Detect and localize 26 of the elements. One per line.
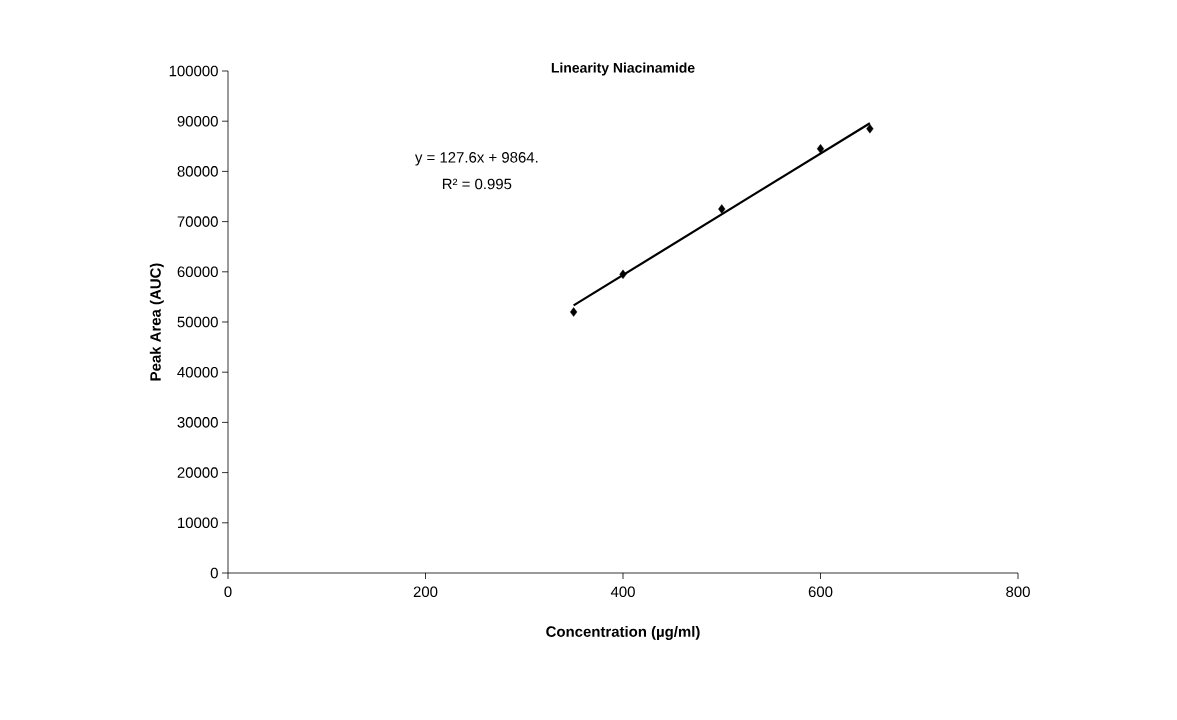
annotation: R² = 0.995 (442, 178, 512, 190)
y-tick-label: 90000 (177, 115, 218, 127)
point (570, 307, 578, 317)
chart-title: Linearity Niacinamide (551, 62, 695, 76)
x-axis-title: Concentration (µg/ml) (546, 625, 700, 640)
y-tick-label: 0 (210, 567, 218, 579)
y-tick-label: 70000 (177, 216, 218, 227)
point (619, 269, 627, 279)
y-axis-title: Peak Area (AUC) (149, 263, 164, 381)
y-tick-label: 60000 (177, 266, 218, 278)
y-tick-label: 30000 (177, 417, 218, 428)
y-tick-label: 100000 (169, 65, 218, 77)
x-tick-label: 0 (224, 586, 232, 598)
x-tick-label: 600 (808, 586, 833, 598)
point (718, 204, 726, 214)
y-tick-label: 80000 (177, 166, 218, 177)
x-tick-label: 400 (610, 586, 635, 598)
point (866, 124, 874, 134)
x-tick-label: 800 (1006, 586, 1030, 598)
annotation: y = 127.6x + 9864. (414, 152, 538, 166)
y-tick-label: 20000 (177, 467, 218, 478)
y-tick-label: 40000 (177, 366, 218, 378)
x-tick-label: 200 (413, 586, 438, 598)
y-tick-label: 10000 (178, 517, 218, 529)
point (816, 144, 825, 154)
y-tick-label: 50000 (177, 316, 218, 328)
